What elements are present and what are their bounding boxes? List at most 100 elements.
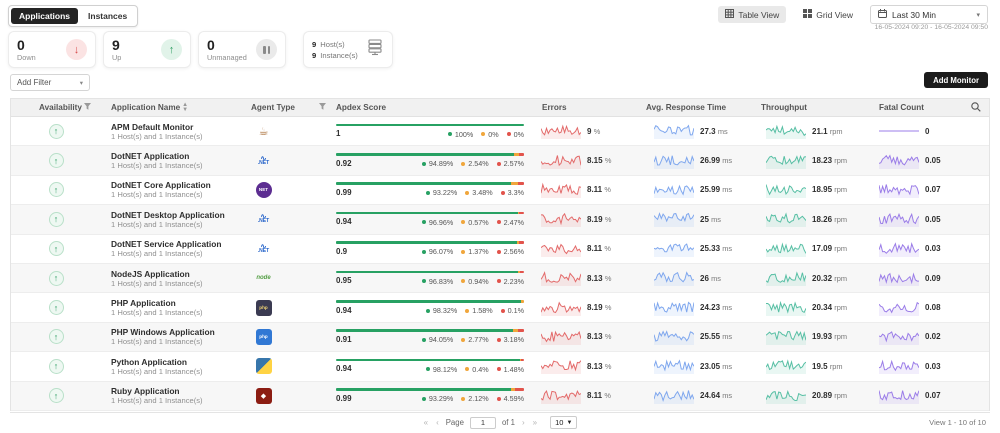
table-row[interactable]: ↑ DotNET Core Application 1 Host(s) and …	[11, 175, 989, 206]
tolerating-percent: 0%	[488, 129, 499, 139]
apdex-bar	[336, 211, 524, 215]
application-name-link[interactable]: PHP Windows Application	[111, 327, 215, 338]
tolerating-dot-icon	[481, 132, 486, 137]
add-monitor-button[interactable]: Add Monitor	[924, 72, 988, 88]
apdex-value: 0.99	[336, 187, 352, 197]
view-controls: Table View Grid View Last 30 Min ▾	[718, 5, 988, 24]
table-row[interactable]: ↑ DotNET Application 1 Host(s) and 1 Ins…	[11, 146, 989, 176]
date-range-label: 16-05-2024 09:20 - 16-05-2024 09:50	[874, 24, 988, 31]
availability-up-icon: ↑	[48, 358, 64, 374]
errors-sparkline	[540, 358, 582, 375]
next-page-button[interactable]: ›	[521, 418, 525, 427]
tab-instances[interactable]: Instances	[88, 11, 128, 21]
table-row[interactable]: ↑ NodeJS Application 1 Host(s) and 1 Ins…	[11, 263, 989, 294]
grid-view-icon	[803, 9, 813, 20]
table-row[interactable]: ↑ Ruby Application 1 Host(s) and 1 Insta…	[11, 381, 989, 411]
frustrated-percent: 0.1%	[507, 306, 524, 316]
satisfied-dot-icon	[425, 367, 430, 372]
table-row[interactable]: ↑ Python Application 1 Host(s) and 1 Ins…	[11, 352, 989, 382]
application-name-link[interactable]: DotNET Core Application	[111, 180, 211, 191]
errors-value: 8.19 %	[587, 303, 612, 313]
fatal-count-value: 0.07	[925, 185, 941, 195]
tolerating-dot-icon	[461, 279, 466, 284]
search-icon[interactable]	[971, 101, 981, 114]
pagination-bar: « ‹ Page of 1 › » 10▼ View 1 - 10 of 10	[10, 412, 990, 432]
errors-sparkline	[540, 300, 582, 316]
fatal-count-column-header[interactable]: Fatal Count	[879, 103, 925, 112]
table-row[interactable]: ↑ DotNET Desktop Application 1 Host(s) a…	[11, 205, 989, 235]
host-instance-count: 1 Host(s) and 1 Instance(s)	[111, 219, 203, 229]
frustrated-dot-icon	[506, 132, 511, 137]
availability-up-icon: ↑	[48, 388, 64, 404]
first-page-button[interactable]: «	[423, 418, 429, 427]
application-name-link[interactable]: NodeJS Application	[111, 268, 190, 279]
up-card[interactable]: 9 Up ↑	[103, 31, 191, 68]
fatal-count-value: 0.05	[925, 156, 941, 166]
application-name-link[interactable]: Ruby Application	[111, 386, 180, 397]
table-row[interactable]: ↑ PHP Application 1 Host(s) and 1 Instan…	[11, 293, 989, 323]
applications-table: Availability Application Name ▲ ▼ Agent T…	[10, 98, 990, 411]
application-name-link[interactable]: Python Application	[111, 356, 187, 367]
response-time-sparkline	[653, 211, 695, 228]
availability-column-header[interactable]: Availability	[39, 103, 82, 112]
errors-sparkline	[540, 241, 582, 257]
application-name-link[interactable]: DotNET Application	[111, 151, 190, 162]
application-name-link[interactable]: APM Default Monitor	[111, 121, 194, 132]
funnel-icon[interactable]	[84, 102, 91, 113]
response-time-sparkline	[653, 241, 695, 257]
grid-view-button[interactable]: Grid View	[796, 6, 860, 23]
frustrated-dot-icon	[496, 220, 501, 225]
response-time-value: 26.99 ms	[700, 156, 733, 166]
prev-page-button[interactable]: ‹	[436, 418, 439, 427]
page-number-input[interactable]	[469, 416, 496, 429]
application-name-link[interactable]: DotNET Service Application	[111, 239, 222, 250]
fatal-count-value: 0.03	[925, 361, 941, 371]
satisfied-percent: 93.29%	[428, 394, 454, 404]
funnel-icon[interactable]	[319, 102, 326, 113]
throughput-sparkline	[766, 300, 807, 316]
application-name-link[interactable]: PHP Application	[111, 298, 176, 309]
hosts-card[interactable]: 9 Host(s) 9 Instance(s)	[303, 31, 393, 68]
unmanaged-card[interactable]: 0 Unmanaged	[198, 31, 286, 68]
throughput-value: 18.26 rpm	[812, 214, 847, 224]
throughput-column-header[interactable]: Throughput	[761, 103, 807, 112]
python-icon	[255, 358, 272, 375]
page-of-label: of 1	[501, 418, 515, 427]
errors-column-header[interactable]: Errors	[542, 103, 567, 112]
errors-sparkline	[541, 211, 582, 228]
down-count: 0	[17, 36, 25, 53]
apdex-score-column-header[interactable]: Apdex Score	[336, 103, 387, 112]
fatal-count-sparkline	[878, 211, 920, 228]
page-size-select[interactable]: 10 ▼	[550, 416, 578, 429]
agent-type-column-header[interactable]: Agent Type	[251, 103, 295, 112]
application-name-link[interactable]: DotNET Desktop Application	[111, 209, 225, 220]
frustrated-dot-icon	[496, 249, 501, 254]
last-page-button[interactable]: »	[532, 418, 538, 427]
table-header: Availability Application Name ▲ ▼ Agent T…	[11, 99, 989, 117]
table-row[interactable]: ↑ DotNET Service Application 1 Host(s) a…	[11, 234, 989, 264]
errors-value: 8.11 %	[587, 244, 611, 254]
tab-applications[interactable]: Applications	[11, 8, 79, 24]
apdex-legend: 96.83% 0.94% 2.23%	[417, 277, 524, 286]
down-card[interactable]: 0 Down ↓	[8, 31, 96, 68]
apdex-bar	[336, 241, 524, 244]
satisfied-dot-icon	[447, 132, 452, 137]
throughput-sparkline	[765, 123, 807, 140]
application-name-column-header[interactable]: Application Name	[111, 103, 181, 112]
fatal-count-sparkline	[878, 358, 920, 375]
response-time-value: 26 ms	[700, 273, 721, 283]
avg-response-time-column-header[interactable]: Avg. Response Time	[646, 103, 727, 112]
time-range-select[interactable]: Last 30 Min ▾	[870, 5, 988, 24]
table-row[interactable]: ↑ PHP Windows Application 1 Host(s) and …	[11, 322, 989, 353]
host-instance-count: 1 Host(s) and 1 Instance(s)	[111, 278, 203, 288]
throughput-sparkline	[765, 270, 807, 287]
table-row[interactable]: ↑ APM Default Monitor 1 Host(s) and 1 In…	[11, 117, 989, 147]
grid-view-label: Grid View	[816, 9, 853, 20]
tolerating-dot-icon	[465, 308, 470, 313]
sort-icon[interactable]: ▲ ▼	[182, 101, 189, 113]
errors-value: 8.11 %	[587, 391, 611, 401]
frustrated-percent: 2.47%	[503, 217, 524, 227]
table-view-button[interactable]: Table View	[718, 6, 787, 23]
throughput-value: 18.95 rpm	[812, 185, 847, 195]
add-filter-select[interactable]: Add Filter ▾	[10, 74, 90, 91]
